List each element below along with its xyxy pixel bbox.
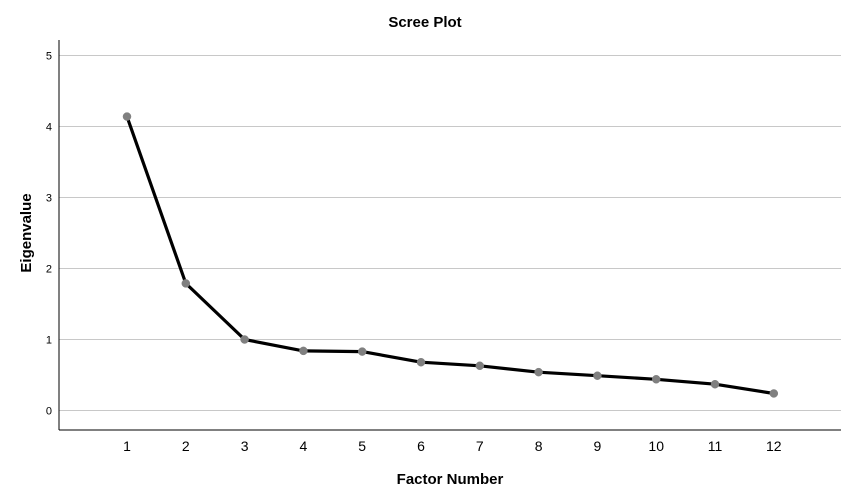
series-line — [125, 114, 776, 396]
x-tick-label: 4 — [300, 438, 308, 454]
series — [125, 114, 776, 396]
y-tick-label: 5 — [46, 51, 52, 63]
x-tick-label: 11 — [708, 438, 723, 454]
data-points — [122, 112, 779, 398]
data-point-factor-8 — [534, 367, 543, 377]
x-tick-labels: 1 2 3 4 5 6 7 8 9 10 11 12 — [123, 438, 782, 454]
x-axis-label: Factor Number — [397, 471, 504, 488]
data-point-factor-3 — [240, 335, 249, 344]
data-point-factor-5 — [357, 347, 367, 356]
data-point-factor-10 — [651, 375, 661, 384]
axes — [58, 40, 841, 431]
gridlines — [59, 55, 841, 411]
y-tick-label: 4 — [46, 122, 52, 134]
data-point-factor-6 — [416, 357, 426, 367]
x-tick-label: 2 — [182, 438, 190, 454]
x-tick-label: 6 — [417, 438, 425, 454]
x-tick-label: 9 — [594, 438, 602, 454]
x-tick-label: 3 — [241, 438, 249, 454]
y-axis-label: Eigenvalue — [18, 193, 35, 272]
data-point-factor-9 — [593, 371, 602, 380]
x-tick-label: 7 — [476, 438, 484, 454]
data-point-factor-7 — [475, 361, 485, 371]
data-point-factor-2 — [181, 279, 191, 288]
y-tick-labels: 0 1 2 3 4 5 — [46, 51, 52, 418]
x-tick-label: 8 — [535, 438, 543, 454]
data-point-factor-12 — [769, 389, 779, 398]
x-tick-label: 5 — [358, 438, 366, 454]
y-tick-label: 1 — [46, 335, 52, 347]
data-point-factor-11 — [710, 379, 720, 389]
x-tick-label: 1 — [123, 438, 131, 454]
x-tick-label: 10 — [648, 438, 664, 454]
y-tick-label: 2 — [46, 264, 52, 276]
y-tick-label: 3 — [46, 193, 52, 205]
x-tick-label: 12 — [766, 438, 782, 454]
y-tick-label: 0 — [46, 406, 52, 418]
data-point-factor-1 — [122, 112, 132, 121]
chart-title: Scree Plot — [388, 14, 461, 31]
data-point-factor-4 — [299, 346, 308, 356]
